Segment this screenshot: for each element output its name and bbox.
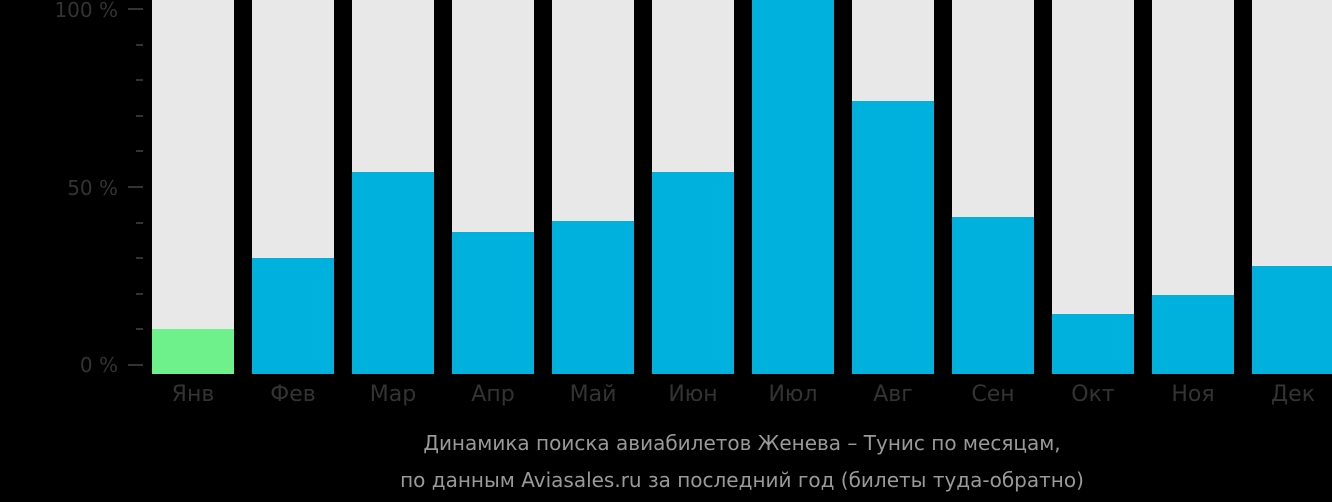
bar-10 bbox=[1152, 0, 1234, 374]
y-minor-tick bbox=[136, 79, 143, 82]
x-label: Июн bbox=[668, 382, 718, 407]
x-label: Апр bbox=[471, 382, 515, 407]
bar-value-fill bbox=[152, 329, 234, 374]
y-minor-tick bbox=[136, 221, 143, 224]
chart-caption-line2: по данным Aviasales.ru за последний год … bbox=[400, 468, 1084, 492]
x-label: Ноя bbox=[1171, 382, 1215, 407]
bar-1 bbox=[252, 0, 334, 374]
bar-value-fill bbox=[1052, 314, 1134, 374]
bar-2 bbox=[352, 0, 434, 374]
bar-4 bbox=[552, 0, 634, 374]
y-major-tick bbox=[128, 364, 143, 366]
x-label: Фев bbox=[270, 382, 316, 407]
x-label: Авг bbox=[873, 382, 913, 407]
bar-7 bbox=[852, 0, 934, 374]
bar-value-fill bbox=[652, 172, 734, 374]
bar-value-fill bbox=[352, 172, 434, 374]
y-minor-tick bbox=[136, 150, 143, 153]
y-label-100: 100 % bbox=[54, 0, 118, 22]
bar-5 bbox=[652, 0, 734, 374]
bar-value-fill bbox=[1152, 295, 1234, 374]
bar-8 bbox=[952, 0, 1034, 374]
bar-value-fill bbox=[852, 100, 934, 374]
bar-value-fill bbox=[752, 0, 834, 374]
bar-0 bbox=[152, 0, 234, 374]
chart-caption-line1: Динамика поиска авиабилетов Женева – Тун… bbox=[423, 431, 1061, 455]
bar-value-fill bbox=[252, 258, 334, 374]
bar-value-fill bbox=[1252, 265, 1332, 374]
bar-3 bbox=[452, 0, 534, 374]
y-minor-tick bbox=[136, 114, 143, 117]
x-label: Мар bbox=[369, 382, 417, 407]
y-label-0: 0 % bbox=[79, 353, 118, 377]
x-label: Сен bbox=[971, 382, 1015, 407]
y-label-50: 50 % bbox=[67, 176, 118, 200]
bar-value-fill bbox=[552, 220, 634, 374]
y-minor-tick bbox=[136, 43, 143, 46]
y-minor-tick bbox=[136, 257, 143, 260]
x-label: Окт bbox=[1071, 382, 1115, 407]
x-label: Май bbox=[569, 382, 617, 407]
x-label: Дек bbox=[1270, 382, 1315, 407]
bar-value-fill bbox=[952, 216, 1034, 374]
x-label: Июл bbox=[768, 382, 818, 407]
y-minor-tick bbox=[136, 292, 143, 295]
y-major-tick bbox=[128, 8, 143, 10]
bar-6 bbox=[752, 0, 834, 374]
y-minor-tick bbox=[136, 328, 143, 331]
bar-11 bbox=[1252, 0, 1332, 374]
bar-value-fill bbox=[452, 231, 534, 374]
bar-9 bbox=[1052, 0, 1134, 374]
y-major-tick bbox=[128, 186, 143, 188]
x-label: Янв bbox=[171, 382, 215, 407]
